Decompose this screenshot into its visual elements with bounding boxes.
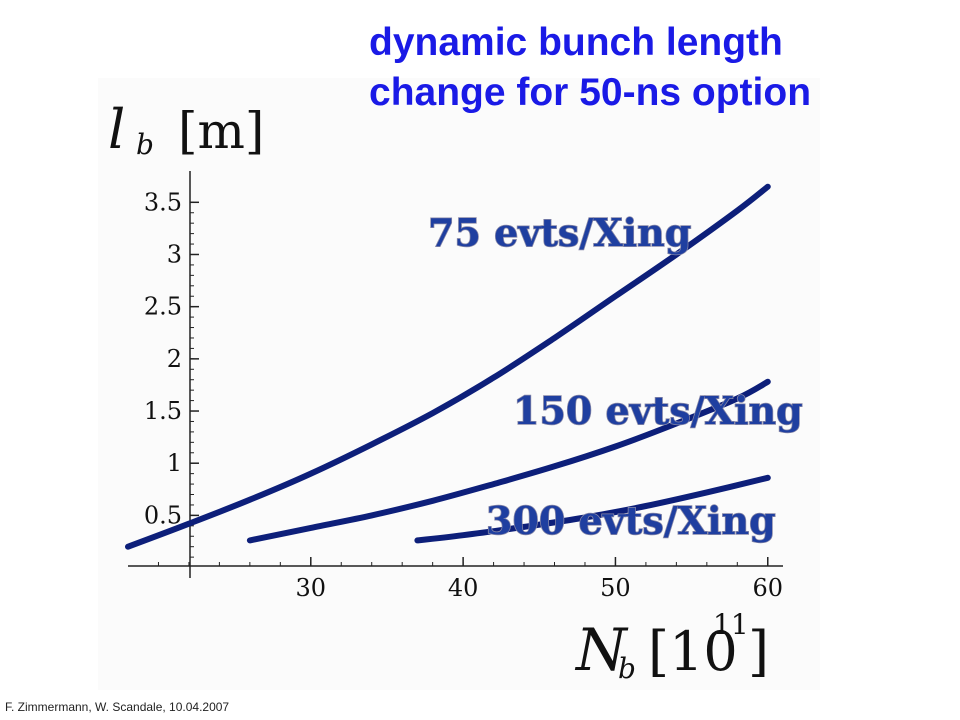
y-axis-subscript: b xyxy=(136,128,154,161)
x-tick-label: 40 xyxy=(448,574,479,602)
footer-credit: F. Zimmermann, W. Scandale, 10.04.2007 xyxy=(5,700,230,714)
series-line-2 xyxy=(246,378,771,544)
y-axis-title: l b [m] xyxy=(108,98,264,161)
x-tick-label: 50 xyxy=(600,574,631,602)
bunch-length-chart: 0.5 1 1.5 2 2.5 3 3.5 30 40 50 60 75 evts/Xing 15… xyxy=(108,98,804,685)
series-label-300: 300 evts/Xing xyxy=(486,498,776,543)
x-tick-label: 30 xyxy=(296,574,327,602)
x-axis-title: N b [10 11 ] xyxy=(574,608,769,685)
slide-title-line-2: change for 50-ns option xyxy=(369,71,812,114)
y-tick-label: 2.5 xyxy=(144,293,182,321)
x-axis-symbol: N xyxy=(574,616,629,684)
x-axis-superscript: 11 xyxy=(713,608,749,641)
y-axis-symbol: l xyxy=(108,98,125,161)
x-axis-unit-open: [10 xyxy=(648,620,738,683)
y-tick-label: 3.5 xyxy=(144,188,182,216)
slide-title-line-1: dynamic bunch length xyxy=(369,21,783,64)
series-line-1 xyxy=(125,183,771,550)
x-axis-subscript: b xyxy=(618,652,636,685)
y-tick-label: 1 xyxy=(167,449,182,477)
y-tick-label: 1.5 xyxy=(144,397,182,425)
x-ticks: 30 40 50 60 xyxy=(296,557,783,602)
x-axis-unit-close: ] xyxy=(748,620,769,683)
curves xyxy=(125,183,771,550)
plot-panel: 0.5 1 1.5 2 2.5 3 3.5 30 40 50 60 75 evts/Xing 15… xyxy=(98,78,820,690)
slide-title: dynamic bunch length change for 50-ns op… xyxy=(369,18,811,118)
y-tick-label: 2 xyxy=(167,345,182,373)
series-label-75: 75 evts/Xing xyxy=(428,210,691,255)
x-tick-label: 60 xyxy=(752,574,783,602)
y-tick-label: 3 xyxy=(167,240,182,268)
y-tick-label: 0.5 xyxy=(144,501,182,529)
y-ticks: 0.5 1 1.5 2 2.5 3 3.5 xyxy=(144,188,199,529)
y-axis-unit: [m] xyxy=(178,102,264,160)
series-line-3 xyxy=(414,474,771,544)
series-label-150: 150 evts/Xing xyxy=(513,388,803,433)
